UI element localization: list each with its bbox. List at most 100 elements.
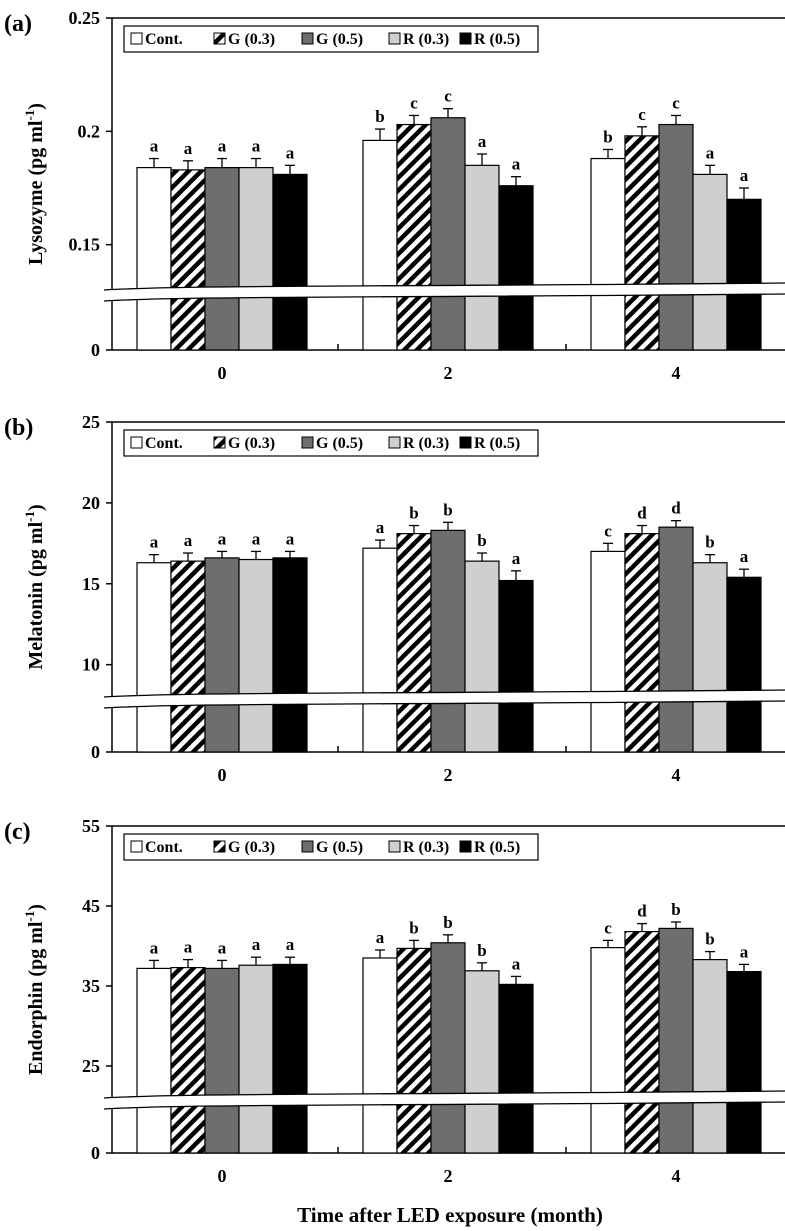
- bar: [272, 963, 308, 1154]
- bar: [396, 947, 432, 1154]
- bar: [170, 169, 206, 351]
- significance-letter: c: [444, 87, 452, 106]
- bar: [136, 167, 172, 351]
- significance-letter: c: [672, 93, 680, 112]
- y-axis-title: Melatonin (pg ml-1): [22, 504, 47, 669]
- y-tick-label: 35: [82, 976, 100, 996]
- significance-letter: a: [150, 137, 159, 156]
- legend-label: R (0.5): [474, 839, 520, 856]
- significance-letter: a: [512, 549, 521, 568]
- axis-break-line: [103, 1101, 785, 1110]
- significance-letter: d: [637, 902, 647, 921]
- bar: [590, 550, 626, 753]
- legend-swatch: [213, 32, 226, 45]
- y-tick-label: 10: [82, 655, 100, 675]
- x-tick-label: 4: [672, 1166, 681, 1186]
- bar: [692, 562, 728, 753]
- significance-letter: b: [477, 531, 486, 550]
- bar: [362, 139, 398, 351]
- axis-break-line: [103, 293, 785, 302]
- legend-swatch: [213, 840, 226, 853]
- legend-swatch: [388, 840, 401, 853]
- significance-letter: a: [184, 531, 193, 550]
- legend-box: [123, 429, 539, 457]
- legend-label: G (0.5): [316, 31, 363, 48]
- x-tick-label: 2: [444, 1166, 453, 1186]
- legend-label: R (0.5): [474, 435, 520, 452]
- legend-swatch: [388, 436, 401, 449]
- bar: [624, 930, 660, 1154]
- bar: [204, 967, 240, 1154]
- significance-letter: a: [740, 547, 749, 566]
- significance-letter: b: [477, 941, 486, 960]
- bar: [238, 167, 274, 351]
- legend-swatch: [388, 32, 401, 45]
- y-axis-title-close: ): [25, 103, 47, 110]
- legend-swatch: [213, 436, 226, 449]
- significance-letter: a: [150, 533, 159, 552]
- y-tick-label-zero: 0: [91, 1143, 100, 1163]
- bar: [430, 529, 466, 753]
- x-tick-label: 2: [444, 363, 453, 383]
- bar: [692, 173, 728, 351]
- significance-letter: b: [409, 504, 418, 523]
- significance-letter: d: [637, 504, 647, 523]
- axis-break-line: [103, 700, 785, 709]
- y-axis-title: Lysozyme (pg ml-1): [22, 103, 47, 265]
- y-tick-label: 15: [82, 574, 100, 594]
- significance-letter: b: [671, 900, 680, 919]
- y-tick-label: 0.25: [69, 8, 101, 28]
- bar: [362, 547, 398, 753]
- legend-label: R (0.3): [403, 839, 449, 856]
- bar: [726, 198, 762, 351]
- significance-letter: a: [740, 166, 749, 185]
- bar: [464, 970, 500, 1154]
- bar: [464, 560, 500, 753]
- x-axis-title: Time after LED exposure (month): [297, 1203, 603, 1227]
- significance-letter: a: [150, 938, 159, 957]
- bar: [726, 970, 762, 1154]
- significance-letter: b: [705, 930, 714, 949]
- y-axis-title-sup: -1: [22, 110, 37, 121]
- legend-label: G (0.3): [228, 31, 275, 48]
- legend-swatch: [459, 32, 472, 45]
- y-tick-label: 55: [82, 816, 100, 836]
- bar: [136, 967, 172, 1154]
- significance-letter: a: [184, 938, 193, 957]
- significance-letter: a: [218, 938, 227, 957]
- y-tick-label-zero: 0: [91, 340, 100, 360]
- significance-letter: a: [252, 529, 261, 548]
- significance-letter: a: [706, 143, 715, 162]
- significance-letter: d: [671, 499, 681, 518]
- y-axis-title-sup: -1: [22, 911, 37, 922]
- y-axis-title-main: Melatonin (pg ml: [25, 521, 47, 669]
- bar: [136, 562, 172, 753]
- legend-label: G (0.3): [228, 839, 275, 856]
- y-tick-label: 25: [82, 412, 100, 432]
- significance-letter: b: [443, 913, 452, 932]
- significance-letter: b: [705, 533, 714, 552]
- legend-label: R (0.3): [403, 435, 449, 452]
- significance-letter: b: [443, 500, 452, 519]
- chart-panel-2: (c) Endorphin (pg ml-1) 55 45 35 25 0 a a a a a 0 a b b…: [4, 816, 785, 1186]
- bar: [362, 957, 398, 1154]
- significance-letter: a: [478, 132, 487, 151]
- significance-letter: c: [638, 105, 646, 124]
- bar: [624, 533, 660, 753]
- x-tick-label: 4: [672, 765, 681, 785]
- legend-label: G (0.3): [228, 435, 275, 452]
- significance-letter: b: [375, 107, 384, 126]
- bar: [272, 173, 308, 351]
- bar: [238, 558, 274, 753]
- y-axis-title-main: Endorphin (pg ml: [25, 921, 47, 1075]
- legend-swatch: [459, 436, 472, 449]
- significance-letter: c: [410, 93, 418, 112]
- legend-label: Cont.: [145, 839, 183, 856]
- legend-label: G (0.5): [316, 435, 363, 452]
- y-axis-title-sup: -1: [22, 511, 37, 522]
- bar: [498, 579, 534, 753]
- legend-swatch: [130, 436, 143, 449]
- significance-letter: a: [286, 143, 295, 162]
- bar: [396, 533, 432, 753]
